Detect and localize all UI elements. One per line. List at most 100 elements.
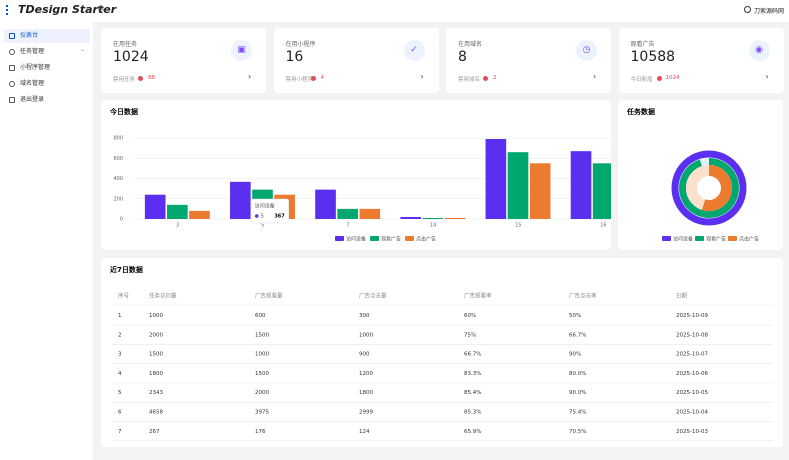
table-cell: 2999 <box>359 410 373 416</box>
ring-panel: 任务数据 访问设备 观看广告 点击广告 <box>618 100 783 250</box>
stat-title: 在用域名 <box>458 41 483 48</box>
table-cell: 66.7% <box>464 352 481 358</box>
column-header: 广告观看量 <box>255 292 283 300</box>
stat-arrow[interactable]: › <box>420 72 424 81</box>
bar <box>507 152 529 219</box>
tooltip-category: 5 <box>261 214 264 220</box>
bar <box>400 216 422 219</box>
column-header: 任务访问量 <box>149 292 177 300</box>
legend-label: 访问设备 <box>673 236 693 243</box>
tooltip-value: 367 <box>274 214 285 220</box>
stat-arrow[interactable]: › <box>765 72 769 81</box>
bar <box>167 204 188 219</box>
stat-arrow[interactable]: › <box>248 72 252 81</box>
table-cell: 2025-10-03 <box>676 429 708 435</box>
stat-sub-value: 88 <box>148 75 155 81</box>
stat-icon: ✓ <box>403 40 425 61</box>
bar <box>592 163 611 219</box>
nav-item[interactable]: 任务管理 <box>20 48 45 55</box>
stat-sub-label: 禁用小程序 <box>285 77 314 83</box>
table-cell: 1500 <box>255 332 269 338</box>
table-cell: 4 <box>118 371 122 377</box>
legend-label: 观看广告 <box>706 236 726 243</box>
column-header: 日期 <box>676 293 688 300</box>
legend-label: 访问设备 <box>346 236 366 243</box>
stat-card: 在用域名 8 禁用域名 2 ◷ › <box>446 28 611 93</box>
table-cell: 2000 <box>255 390 269 396</box>
legend-swatch <box>335 236 344 241</box>
table-cell: 2025-10-07 <box>676 352 708 358</box>
table-cell: 4658 <box>149 410 163 416</box>
bar <box>529 163 551 219</box>
table-cell: 75% <box>464 332 476 338</box>
table-cell: 85.3% <box>464 410 481 416</box>
legend-swatch <box>695 236 704 241</box>
stat-sub-label: 禁用域名 <box>458 77 481 83</box>
table-cell: 85.4% <box>464 390 481 396</box>
x-tick-label: 15 <box>515 223 521 229</box>
table-cell: 90.0% <box>569 390 586 396</box>
table-cell: 1000 <box>255 352 269 358</box>
table-cell: 267 <box>149 429 160 435</box>
legend-swatch <box>728 236 737 241</box>
table-cell: 70.5% <box>569 429 586 435</box>
bar <box>337 208 358 219</box>
legend-label: 点击广告 <box>416 236 436 243</box>
nav-item[interactable]: 小程序管理 <box>20 64 51 71</box>
ring-bar <box>679 158 739 218</box>
bar <box>144 194 166 219</box>
table-cell: 300 <box>359 313 370 319</box>
bar <box>315 189 336 219</box>
nav-icon <box>9 81 15 87</box>
user-name[interactable]: 刀索源码网 <box>754 8 785 15</box>
stat-title: 观看广告 <box>630 41 655 48</box>
table-cell: 176 <box>255 429 266 435</box>
table-cell: 2025-10-08 <box>676 332 708 338</box>
table-cell: 50% <box>569 313 581 319</box>
table-cell: 2025-10-09 <box>676 313 708 319</box>
stat-icon: ◷ <box>576 40 597 61</box>
nav-item[interactable]: 退出登录 <box>20 96 45 103</box>
stat-dot <box>310 76 316 81</box>
tooltip-title: 访问设备 <box>255 203 275 210</box>
table-cell: 65.9% <box>464 429 481 435</box>
y-tick-label: 800 <box>113 136 123 142</box>
column-header: 序号 <box>118 292 130 300</box>
ring-bar <box>671 150 747 226</box>
table-cell: 2000 <box>149 332 163 338</box>
table-cell: 900 <box>359 352 370 358</box>
stat-value: 8 <box>458 49 467 65</box>
stat-sub-value: 4 <box>320 75 325 81</box>
stat-value: 16 <box>285 49 304 65</box>
table-cell: 5 <box>118 390 122 396</box>
x-tick-label: 7 <box>346 223 349 229</box>
table-cell: 1000 <box>149 313 163 319</box>
bar <box>230 181 251 219</box>
table-cell: 7 <box>118 429 122 435</box>
table-cell: 60% <box>464 313 476 319</box>
table-cell: 1200 <box>359 371 373 377</box>
table-cell: 2025-10-05 <box>676 390 708 396</box>
table-cell: 2025-10-06 <box>676 371 708 377</box>
logo[interactable]: TDesign Starter <box>18 3 117 16</box>
legend-label: 点击广告 <box>739 236 759 243</box>
x-tick-label: 16 <box>600 223 606 229</box>
nav-icon <box>9 33 15 39</box>
sidebar: 仪表台 任务管理 ⌄ 小程序管理 域名管理 退出登录 <box>0 22 93 460</box>
table-cell: 1800 <box>359 390 373 396</box>
stat-title: 在用任务 <box>113 41 138 48</box>
ring-bar <box>701 165 732 211</box>
stat-icon: ◉ <box>748 40 770 61</box>
nav-item[interactable]: 域名管理 <box>20 80 45 87</box>
nav-icon <box>9 65 15 71</box>
table-cell: 6 <box>118 410 122 416</box>
table-cell: 124 <box>359 429 370 435</box>
column-header: 广告观看率 <box>464 292 492 300</box>
x-tick-label: 5 <box>261 223 264 229</box>
nav-item[interactable]: 仪表台 <box>4 29 90 43</box>
stat-arrow[interactable]: › <box>593 72 597 81</box>
menu-toggle[interactable]: ≡ <box>97 4 105 14</box>
